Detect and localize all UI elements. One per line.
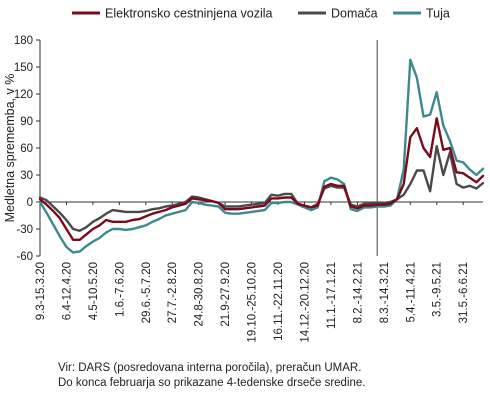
x-tick-label: 1.6.-7.6.20: [114, 262, 126, 317]
x-tick-label: 24.8-30.8.20: [194, 262, 206, 327]
x-axis: 9.3-15.3.20 6.4-12.4.20 4.5-10.5.20 1.6.-7.…: [35, 201, 483, 343]
legend-label: Domača: [331, 7, 378, 21]
legend-label: Elektronsko cestninjena vozila: [105, 7, 272, 21]
y-tick-label: 150: [14, 62, 33, 74]
x-tick-label: 14.12.-20.12.20: [299, 262, 311, 343]
y-tick-label: 30: [20, 170, 33, 182]
x-tick-label: 21.9-27.9.20: [220, 262, 232, 327]
x-tick-label: 29.6.-5.7.20: [141, 262, 153, 323]
series-line: [38, 117, 485, 242]
y-tick-label: 0: [27, 197, 33, 209]
x-tick-label: 16.11.-22.11.20: [273, 262, 285, 341]
legend-label: Tuja: [426, 7, 450, 21]
series-line: [38, 144, 485, 233]
series-group: [38, 58, 485, 254]
x-tick-label: 6.4-12.4.20: [61, 262, 73, 320]
x-tick-label: 31.5.-6.6.21: [458, 262, 470, 323]
x-tick-label: 19.10.-25.10.20: [247, 262, 259, 343]
source-line-1: Vir: DARS (posredovana interna poročila)…: [58, 362, 362, 374]
x-tick-label: 11.1.-17.1.21: [326, 262, 338, 329]
y-tick-label: 60: [20, 143, 33, 155]
series-line: [38, 58, 485, 254]
x-tick-label: 5.4.-11.4.21: [405, 262, 417, 323]
y-tick-label: -60: [16, 251, 33, 263]
x-tick-label: 3.5.-9.5.21: [432, 262, 444, 317]
y-tick-label: 90: [20, 116, 33, 128]
y-tick-label: 120: [14, 89, 33, 101]
y-tick-label: -30: [16, 224, 33, 236]
source-note: Vir: DARS (posredovana interna poročila)…: [58, 361, 365, 391]
legend: Elektronsko cestninjena vozila Domača Tuja: [72, 7, 450, 21]
x-tick-label: 9.3-15.3.20: [35, 262, 47, 320]
source-line-2: Do konca februarja so prikazane 4-tedens…: [58, 377, 366, 389]
y-axis: -60 -30 0 30 60 90 120 150 180: [14, 35, 41, 263]
x-tick-label: 8.3.-14.3.21: [379, 262, 391, 323]
x-tick-label: 4.5-10.5.20: [88, 262, 100, 320]
y-tick-label: 180: [14, 35, 33, 47]
x-tick-label: 27.7.-2.8.20: [167, 262, 179, 323]
y-axis-label: Medletna sprememba, v %: [3, 74, 17, 223]
x-tick-label: 8.2.-14.2.21: [352, 262, 364, 323]
